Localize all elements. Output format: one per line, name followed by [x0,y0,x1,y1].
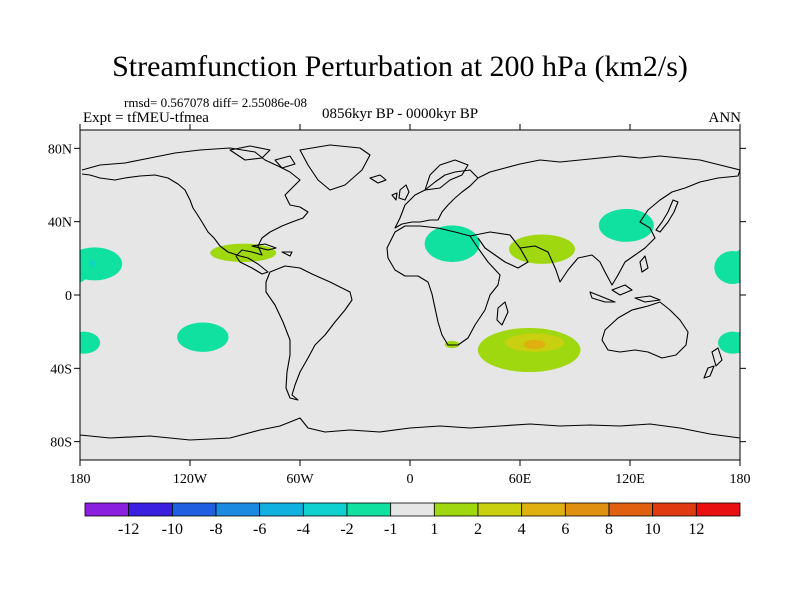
colorbar-swatch [346,502,392,517]
x-tick-label: 120E [615,472,645,487]
colorbar-label: -6 [253,521,266,538]
coast-europe [394,169,479,229]
x-tick-label: 60W [286,472,314,487]
experiment-label: Expt = tfMEU-tfmea [83,110,209,126]
coast-madagascar [496,301,509,326]
colorbar-swatch [171,502,217,517]
colorbar-swatch [390,502,435,517]
colorbar-label: -12 [118,521,139,538]
coast-asia [469,155,740,286]
colorbar-swatch [695,502,741,517]
colorbar-label: 10 [645,521,661,538]
colorbar-label: 2 [474,521,482,538]
x-tick-label: 180 [70,472,91,487]
anomaly-north-pacific-east [80,247,123,281]
x-tick-label: 60E [509,472,532,487]
anomaly-west-pacific-east [80,252,91,283]
colorbar-swatch [521,502,566,517]
colorbar-label: 4 [518,521,526,538]
colorbar-label: 6 [561,521,569,538]
map-background [80,130,740,460]
coast-cuba [251,243,293,257]
colorbar-label: -4 [297,521,310,538]
y-tick-label: 80S [50,436,72,451]
coast-indonesia [589,255,661,303]
coast-australia [601,301,689,359]
coast-british-isles [391,184,410,201]
season-label: ANN [708,110,742,126]
map-axes: 80N 40N 0 40S 80S 180 120W 60W 0 60E 120E 180 [48,124,751,487]
coast-south-america [265,265,353,401]
colorbar-swatch [128,502,173,517]
y-tick-label: 40N [48,216,72,231]
x-tick-label: 120W [173,472,208,487]
x-tick-label: 0 [407,472,414,487]
colorbar-swatch [302,502,348,517]
coast-africa [386,225,501,346]
x-tick-label: 180 [730,472,751,487]
colorbar-label: 12 [688,521,704,538]
anomaly-indian-ocean-max [523,339,546,350]
coast-iceland [369,174,387,184]
coast-new-zealand [703,347,723,379]
map-plot-area [79,129,741,461]
coast-north-america [81,147,309,275]
colorbar-swatch [259,502,304,517]
y-tick-label: 0 [65,289,72,304]
coastlines [80,144,740,441]
colorbar-label: -8 [209,521,222,538]
coast-greenland [299,144,371,191]
colorbar-label: -10 [162,521,183,538]
coast-scandinavia [424,159,469,191]
anomaly-south-pacific-central [177,322,229,352]
anomaly-south-pacific-east [718,331,740,354]
colorbar-label: -1 [384,521,397,538]
colorbar-label: -2 [340,521,353,538]
colorbar: -12 -10 -8 -6 -4 -2 -1 1 2 4 6 8 10 12 [84,502,741,538]
colorbar-swatch [215,502,261,517]
coast-japan [655,199,679,233]
anomaly-east-asia [598,208,654,242]
y-tick-label: 80N [48,142,72,157]
period-label: 0856kyr BP - 0000kyr BP [322,106,479,122]
colorbar-swatch [564,502,610,517]
anomaly-south-pacific-east [80,333,88,353]
colorbar-swatch [433,502,479,517]
y-tick-label: 40S [50,362,72,377]
colorbar-swatch [608,502,654,517]
coast-arctic-islands [229,145,296,169]
plot-title: Streamfunction Perturbation at 200 hPa (… [112,50,688,83]
rmsd-diff-stats: rmsd= 0.567078 diff= 2.55086e-08 [124,95,308,110]
coast-antarctica [80,417,740,441]
colorbar-label: 8 [605,521,613,538]
colorbar-swatch [84,502,130,517]
anomaly-west-pacific-east [714,251,740,284]
colorbar-swatch [477,502,523,517]
colorbar-swatch [652,502,697,517]
colorbar-label: 1 [430,521,438,538]
anomaly-shading-layer [80,208,740,372]
